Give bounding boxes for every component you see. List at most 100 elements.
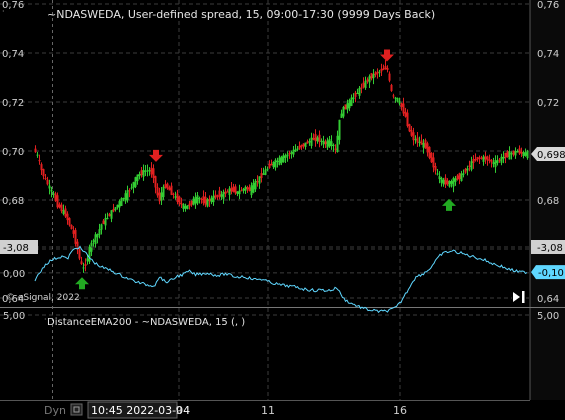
candle-body: [484, 156, 487, 160]
candle-body: [404, 111, 407, 117]
time-tick-label: 16: [393, 404, 407, 417]
candle-body: [112, 209, 115, 212]
candle-body: [182, 204, 185, 209]
indicator-axis[interactable]: 5,005,000,000,00-3,08-3,08: [0, 240, 565, 322]
candle-body: [410, 130, 413, 136]
candle-body: [468, 165, 471, 167]
indicator-tick-label: -3,08: [537, 243, 563, 254]
indicator-grid: [0, 246, 530, 316]
candle-body: [164, 184, 167, 188]
candle-body: [454, 178, 457, 182]
candle-body: [390, 84, 393, 91]
candle-body: [214, 194, 217, 198]
candle-body: [306, 141, 309, 144]
candle-body: [88, 246, 91, 262]
candle-body: [366, 79, 369, 82]
candle-body: [126, 190, 129, 200]
candle-body: [308, 141, 311, 143]
candle-body: [476, 157, 479, 160]
link-icon[interactable]: [70, 403, 83, 416]
candle-body: [356, 93, 359, 95]
candle-body: [348, 100, 351, 109]
indicator-tick-label-left: -3,08: [3, 243, 29, 254]
candle-body: [362, 82, 365, 88]
buy-arrow-icon: [442, 198, 456, 211]
candle-body: [256, 181, 259, 183]
candle-body: [224, 191, 227, 194]
candle-body: [490, 160, 493, 163]
sell-arrow-icon: [149, 149, 163, 162]
candle-body: [386, 68, 389, 70]
candle-body: [110, 210, 113, 219]
scroll-to-end-icon[interactable]: [512, 291, 526, 303]
candle-body: [394, 97, 397, 99]
candle-body: [276, 160, 279, 162]
candle-body: [290, 152, 293, 154]
candle-body: [64, 208, 67, 217]
pane-marker-dot-ind: ·: [44, 315, 47, 324]
candle-series: [34, 60, 529, 273]
candle-body: [160, 192, 163, 201]
last-price-label: 0,6988: [531, 146, 565, 161]
candle-body: [150, 167, 153, 175]
candle-body: [330, 141, 333, 147]
candle-body: [208, 199, 211, 202]
candle-body: [322, 140, 325, 145]
candle-body: [172, 193, 175, 195]
candle-body: [38, 160, 41, 162]
candle-body: [174, 196, 177, 198]
candle-body: [508, 151, 511, 160]
candle-body: [262, 173, 265, 175]
candle-body: [428, 146, 431, 158]
candle-body: [186, 205, 189, 210]
candle-body: [246, 187, 249, 190]
candle-body: [516, 150, 519, 153]
candle-body: [74, 229, 77, 244]
candle-body: [114, 207, 117, 210]
candle-body: [232, 186, 235, 192]
price-tick-label: 0,76: [537, 0, 559, 11]
candle-body: [76, 241, 79, 249]
candle-body: [270, 163, 273, 166]
candle-body: [122, 198, 125, 200]
candle-body: [144, 170, 147, 172]
candle-body: [464, 168, 467, 173]
dyn-mode-label[interactable]: Dyn: [44, 404, 66, 417]
time-tick-label: 11: [261, 404, 275, 417]
distance-ema-line: [34, 245, 528, 314]
candle-body: [518, 148, 521, 154]
candle-body: [448, 181, 451, 187]
candle-body: [422, 142, 425, 148]
candle-body: [502, 156, 505, 159]
cursor-time-box: [87, 401, 178, 419]
candle-body: [378, 71, 381, 73]
candle-body: [228, 188, 231, 195]
price-tick-label-left: 0,76: [2, 0, 24, 11]
candle-body: [332, 144, 335, 147]
candle-body: [86, 258, 89, 262]
candle-body: [520, 151, 523, 154]
candle-body: [94, 234, 97, 245]
candle-body: [494, 160, 497, 168]
candle-body: [298, 145, 301, 149]
candle-body: [510, 153, 513, 155]
candle-body: [274, 159, 277, 168]
candle-body: [36, 154, 39, 156]
cursor-time-label: 10:45 2022-03-04: [91, 404, 190, 417]
candle-body: [82, 267, 85, 269]
candle-body: [310, 137, 313, 146]
candle-body: [96, 234, 99, 238]
candle-body: [414, 139, 417, 141]
time-axis[interactable]: Dyn 10:45 2022-03-04 9 11 16: [0, 401, 565, 420]
candle-body: [108, 213, 111, 217]
candle-body: [462, 173, 465, 175]
candle-body: [526, 151, 529, 159]
candle-body: [100, 224, 103, 230]
candle-body: [350, 97, 353, 106]
candle-body: [212, 195, 215, 203]
candle-body: [56, 195, 59, 208]
candle-body: [444, 177, 447, 185]
candle-body: [434, 165, 437, 171]
candle-body: [78, 249, 81, 259]
